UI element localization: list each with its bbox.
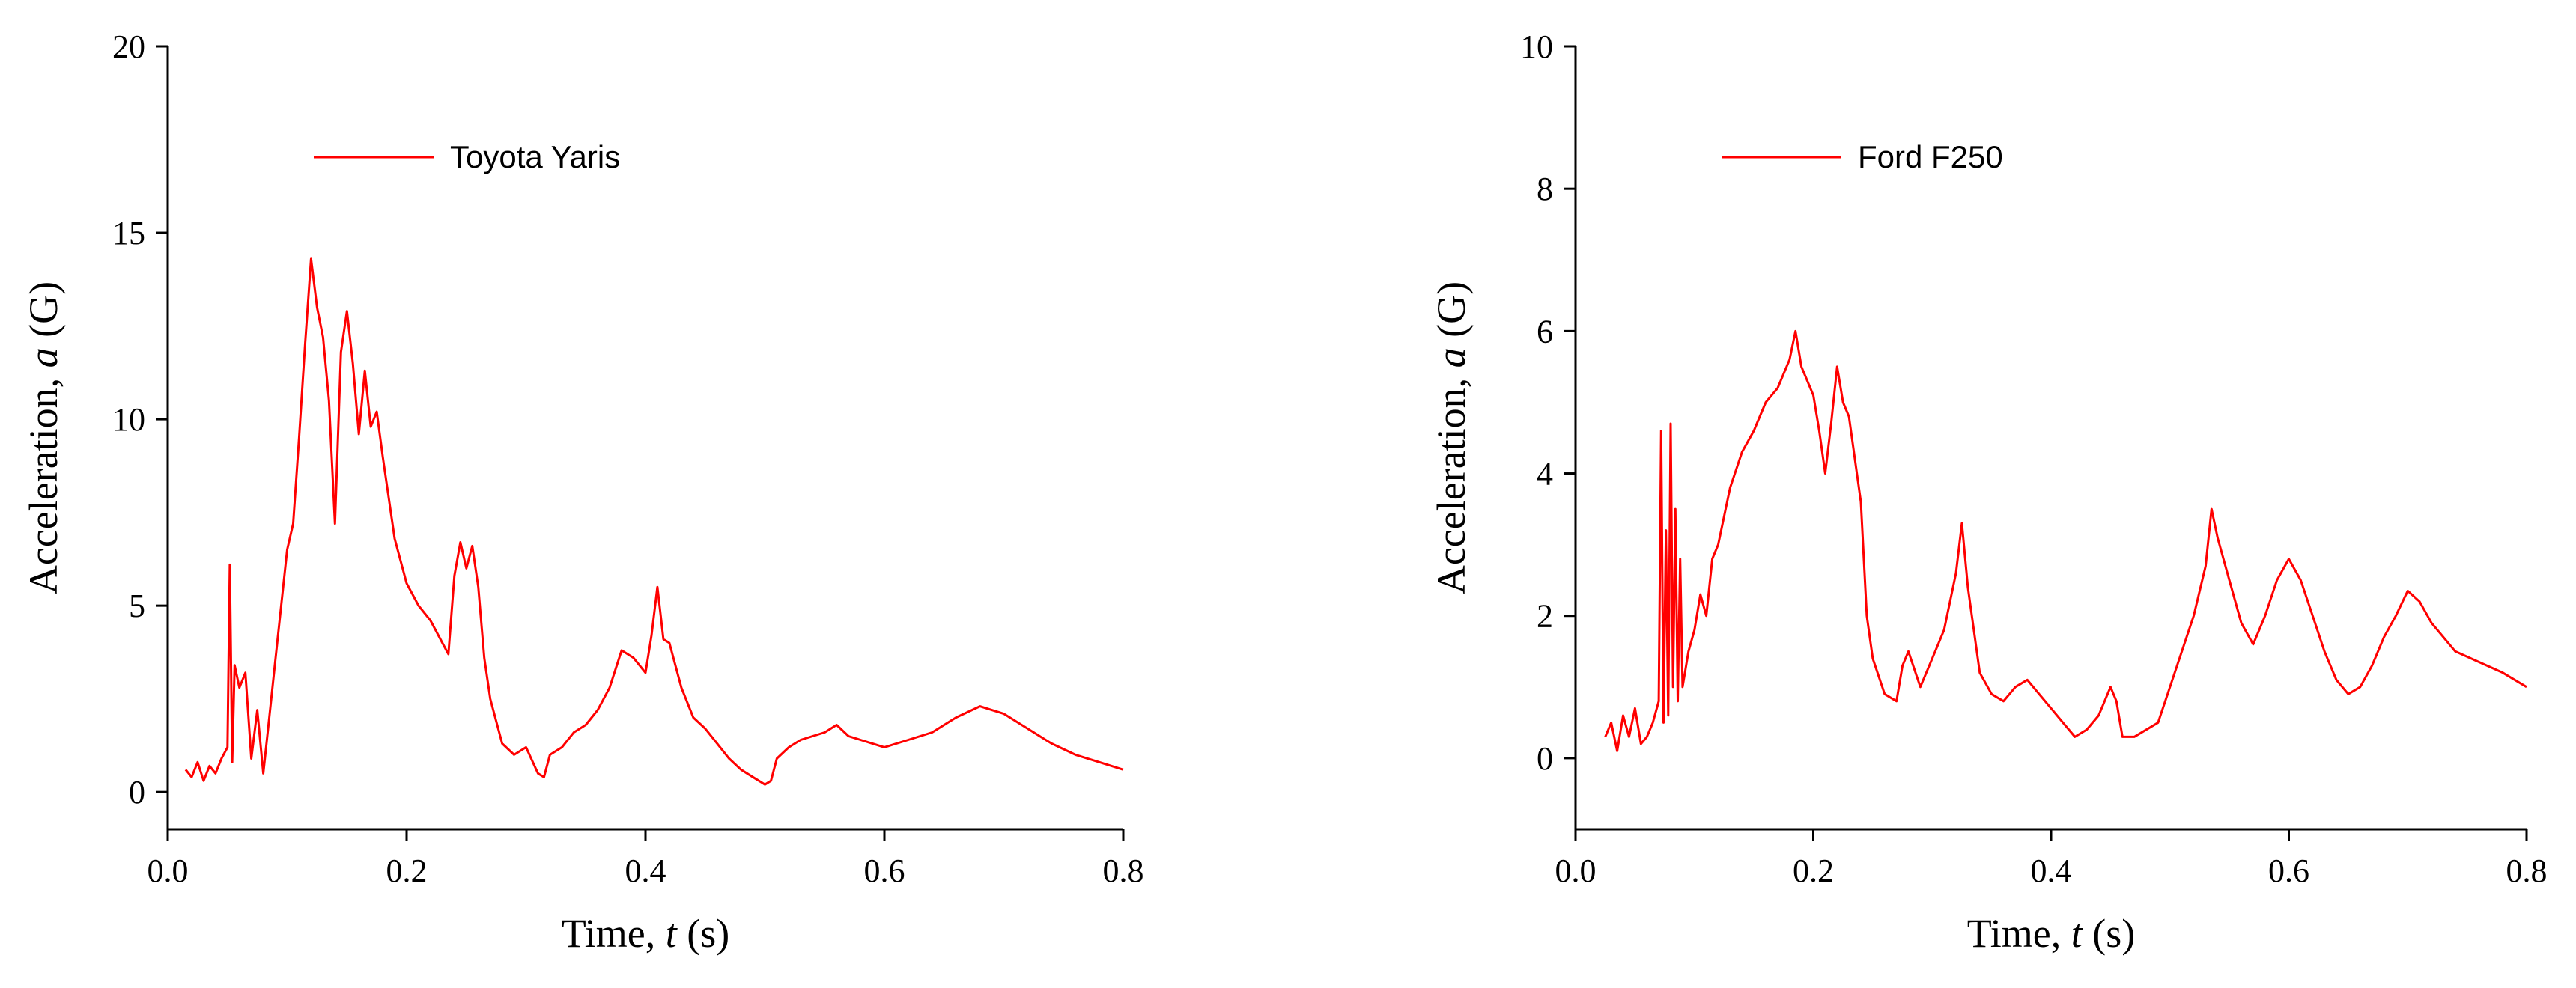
x-tick-label-left: 0.8 [1103,853,1144,889]
x-axis-title-left: Time, t (s) [562,911,730,956]
y-tick-label-right: 10 [1520,28,1553,65]
legend-label-right: Ford F250 [1858,139,2003,174]
y-axis-title-prefix-right: Acceleration, [1429,368,1474,594]
y-ticks-left: 0 5 10 15 20 [112,28,168,811]
y-ticks-right: 0 2 4 6 8 10 [1520,28,1576,777]
y-tick-label-left: 20 [112,28,145,65]
y-axis-title-var-right: a [1429,347,1474,368]
y-tick-label-right: 2 [1537,598,1553,635]
x-axis-title-var-left: t [666,911,678,956]
y-axis-title-var-left: a [21,347,66,368]
y-tick-label-right: 4 [1537,456,1553,493]
y-axis-title-left: Acceleration, a (G) [21,281,66,594]
y-tick-label-left: 10 [112,401,145,438]
x-tick-label-left: 0.6 [864,853,905,889]
series-line-right [1604,329,2527,752]
x-tick-label-right: 0.2 [1793,853,1834,889]
plot-lines-right [1604,329,2527,752]
x-axis-title-prefix-right: Time, [1967,911,2071,956]
x-axis-title-unit-left: (s) [677,911,729,956]
y-tick-label-right: 6 [1537,313,1553,350]
y-tick-label-left: 5 [129,588,145,624]
x-tick-label-left: 0.0 [148,853,189,889]
x-tick-label-left: 0.4 [625,853,666,889]
x-axis-title-var-right: t [2071,911,2084,956]
x-axis-title-unit-right: (s) [2083,911,2135,956]
y-axis-title-unit-left: (G) [21,281,66,347]
legend-label-left: Toyota Yaris [450,139,620,174]
y-axis-title-unit-right: (G) [1429,281,1474,347]
y-tick-label-right: 0 [1537,740,1553,777]
x-ticks-right: 0.0 0.2 0.4 0.6 0.8 [1555,829,2548,889]
y-axis-title-right: Acceleration, a (G) [1429,281,1474,594]
y-tick-label-left: 15 [112,215,145,251]
chart-panel-left: 0 5 10 15 20 0.0 0.2 0.4 0.6 0.8 Toyota Yaris Ti… [21,28,1144,956]
plot-lines-left [184,257,1124,786]
x-tick-label-right: 0.0 [1555,853,1597,889]
legend-left: Toyota Yaris [314,139,620,174]
y-tick-label-right: 8 [1537,171,1553,207]
x-ticks-left: 0.0 0.2 0.4 0.6 0.8 [148,829,1144,889]
x-tick-label-right: 0.4 [2031,853,2072,889]
x-axis-title-prefix-left: Time, [562,911,666,956]
x-tick-label-right: 0.8 [2506,853,2548,889]
chart-panel-right: 0 2 4 6 8 10 0.0 0.2 0.4 0.6 0.8 Ford F250 Time, … [1429,28,2548,956]
series-line-left [184,257,1124,786]
x-tick-label-right: 0.6 [2268,853,2309,889]
x-axis-title-right: Time, t (s) [1967,911,2136,956]
y-axis-title-prefix-left: Acceleration, [21,368,66,594]
x-tick-label-left: 0.2 [386,853,428,889]
legend-right: Ford F250 [1722,139,2003,174]
y-tick-label-left: 0 [129,774,145,811]
